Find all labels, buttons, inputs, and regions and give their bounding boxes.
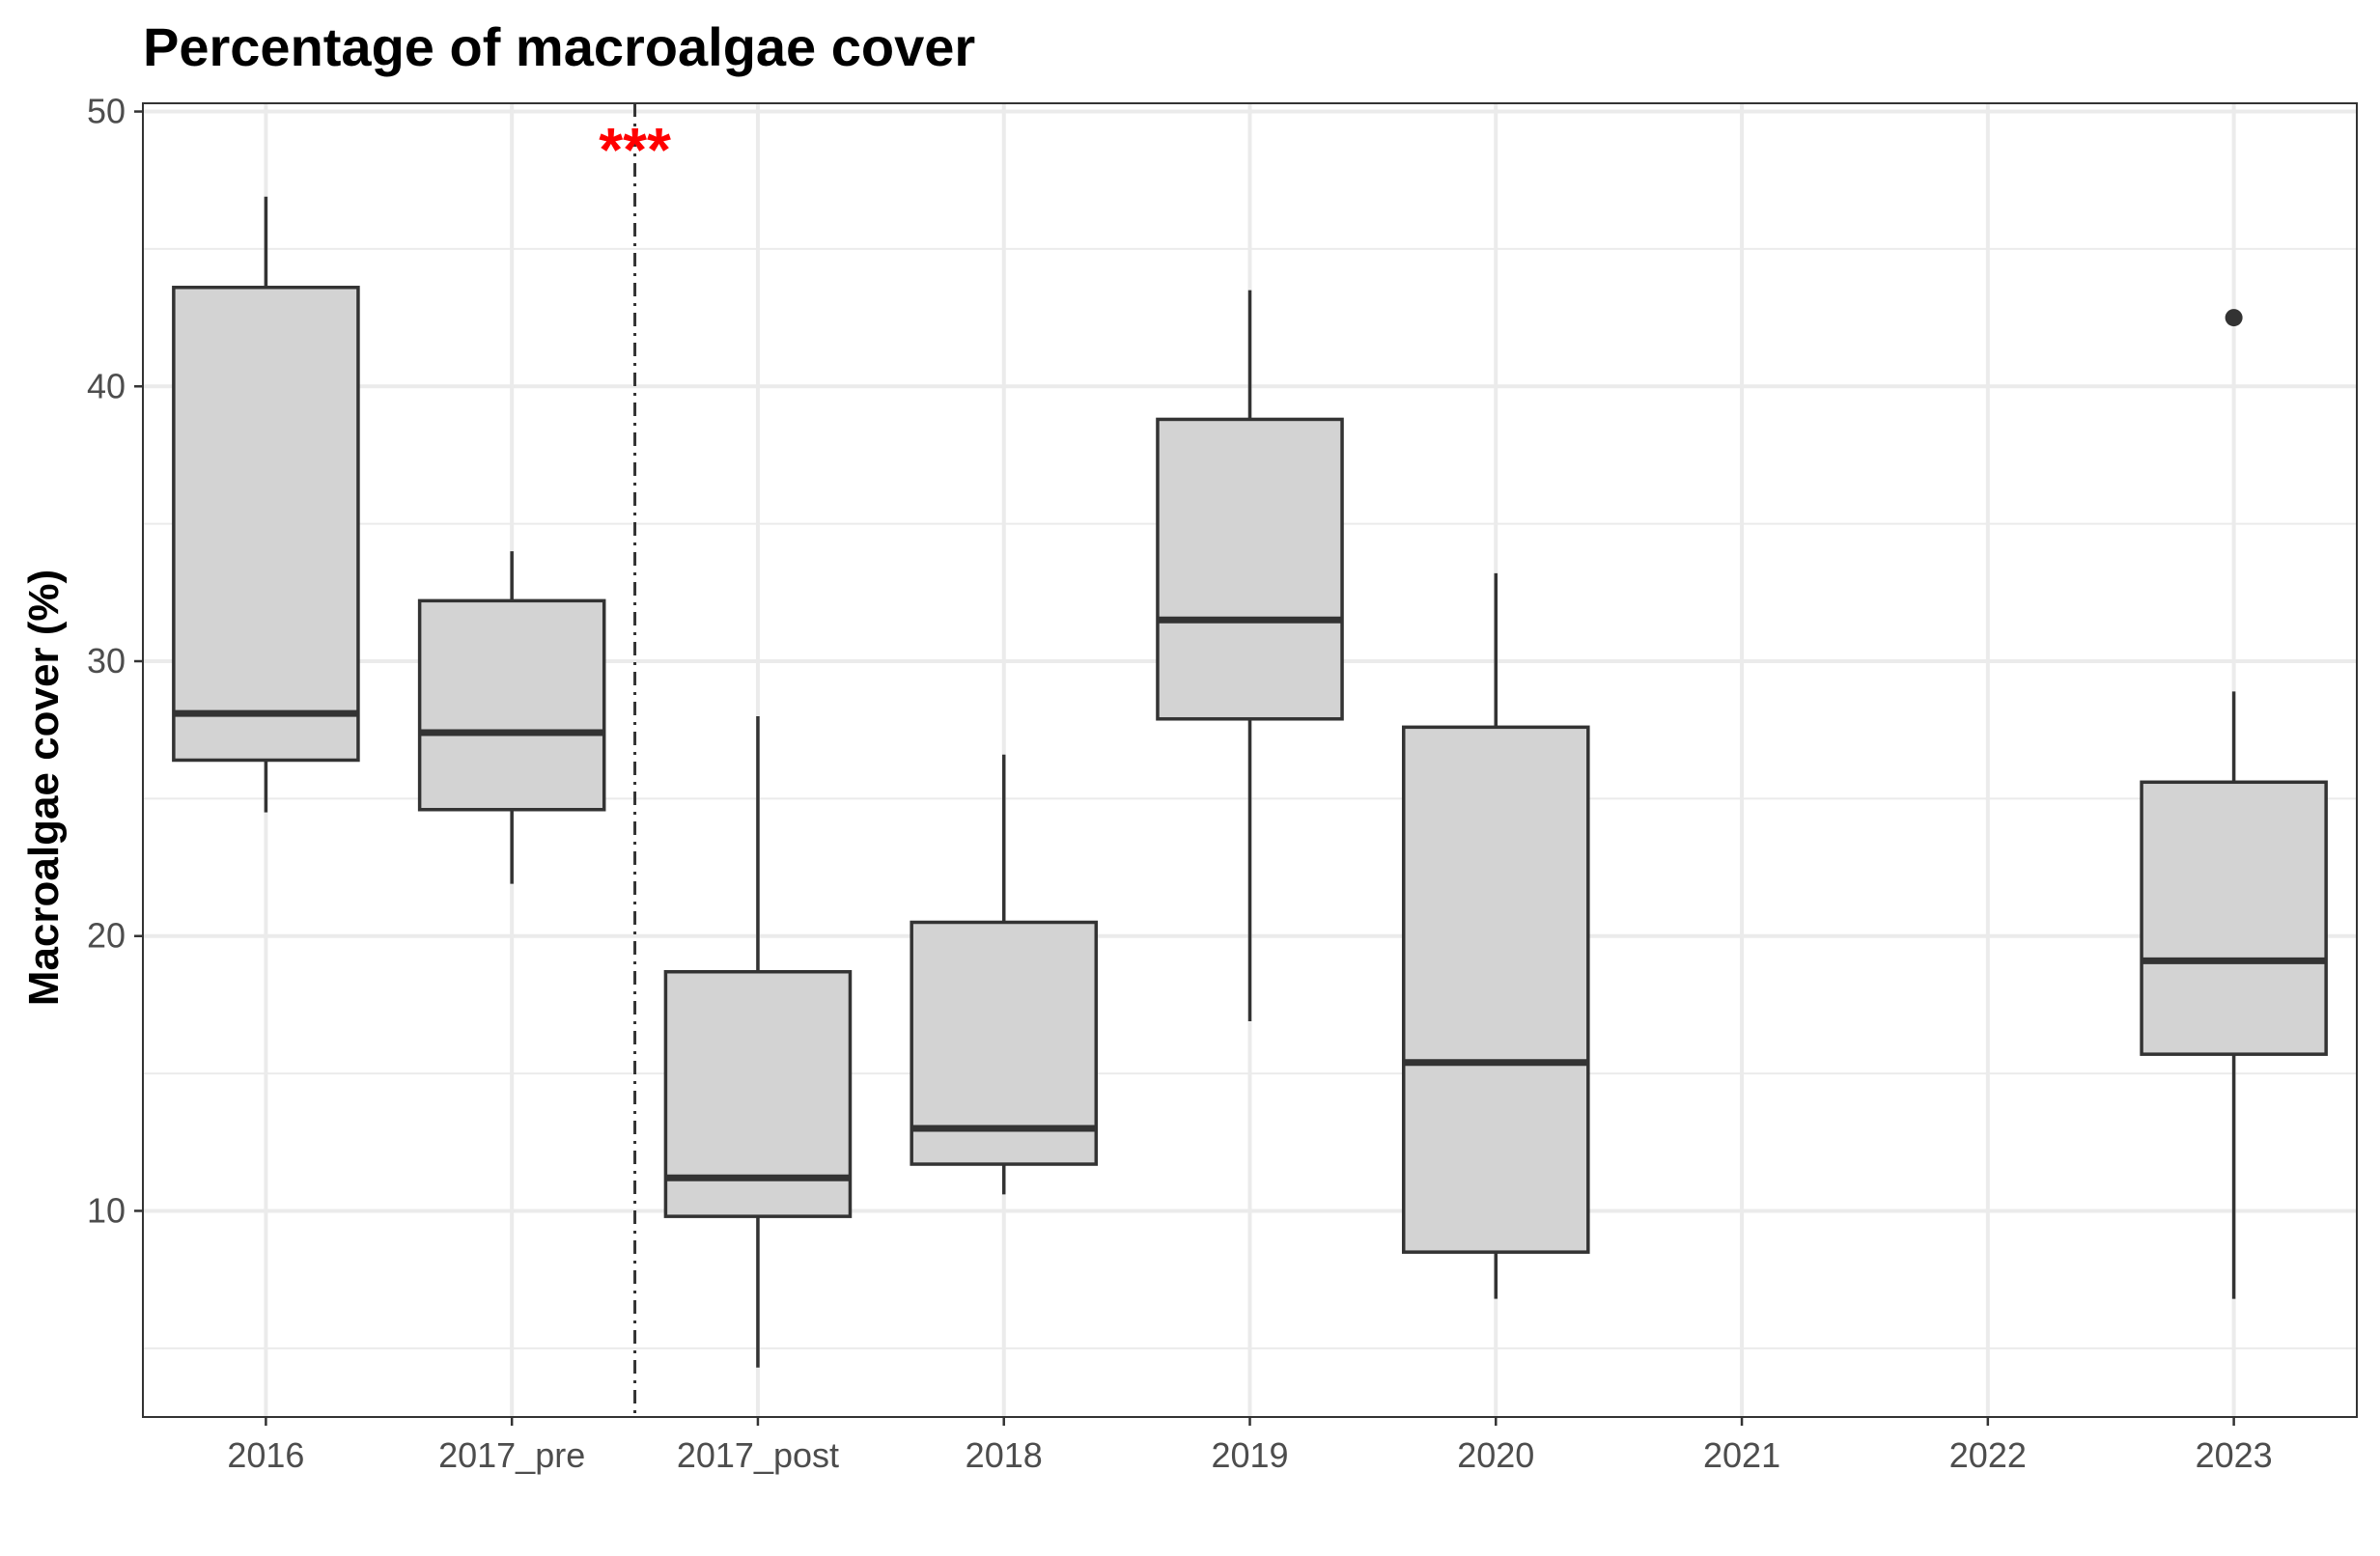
y-axis-title: Macroalgae cover (%) bbox=[20, 570, 68, 1006]
box-2020 bbox=[1401, 572, 1590, 1299]
box-iqr bbox=[417, 598, 606, 812]
box-iqr bbox=[910, 920, 1099, 1166]
chart-title: Percentage of macroalgae cover bbox=[143, 16, 975, 77]
box-2017_pre bbox=[417, 551, 606, 884]
box-2017_post bbox=[663, 715, 853, 1368]
x-tick-label: 2017_pre bbox=[438, 1435, 585, 1475]
box-series bbox=[172, 196, 2328, 1368]
x-tick-label: 2019 bbox=[1211, 1435, 1288, 1475]
x-tick-label: 2018 bbox=[966, 1435, 1043, 1475]
x-tick-label: 2023 bbox=[2196, 1435, 2273, 1475]
axis-ticks: 10 20 30 40 50 2016 2017_pre 2017_post 2018 2019 2… bbox=[87, 92, 2273, 1475]
x-tick-label: 2017_post bbox=[677, 1435, 839, 1475]
x-tick-label: 2020 bbox=[1457, 1435, 1534, 1475]
box-2016 bbox=[172, 196, 360, 813]
y-tick-label: 40 bbox=[87, 366, 126, 405]
x-tick-label: 2021 bbox=[1703, 1435, 1780, 1475]
y-tick-label: 10 bbox=[87, 1190, 126, 1230]
box-iqr bbox=[1401, 725, 1590, 1254]
box-2018 bbox=[910, 754, 1099, 1195]
y-tick-label: 20 bbox=[87, 916, 126, 956]
box-iqr bbox=[2140, 780, 2328, 1056]
y-tick-label: 30 bbox=[87, 641, 126, 681]
x-tick-label: 2016 bbox=[227, 1435, 304, 1475]
box-iqr bbox=[172, 286, 360, 763]
y-tick-label: 50 bbox=[87, 92, 126, 131]
outlier-point bbox=[2225, 309, 2243, 327]
box-iqr bbox=[1156, 417, 1344, 721]
x-tick-label: 2022 bbox=[1949, 1435, 2027, 1475]
y-axis-title-group: Macroalgae cover (%) bbox=[20, 570, 68, 1006]
box-2019 bbox=[1156, 290, 1344, 1021]
significance-annotation: *** bbox=[599, 115, 671, 184]
box-2023 bbox=[2140, 309, 2328, 1299]
